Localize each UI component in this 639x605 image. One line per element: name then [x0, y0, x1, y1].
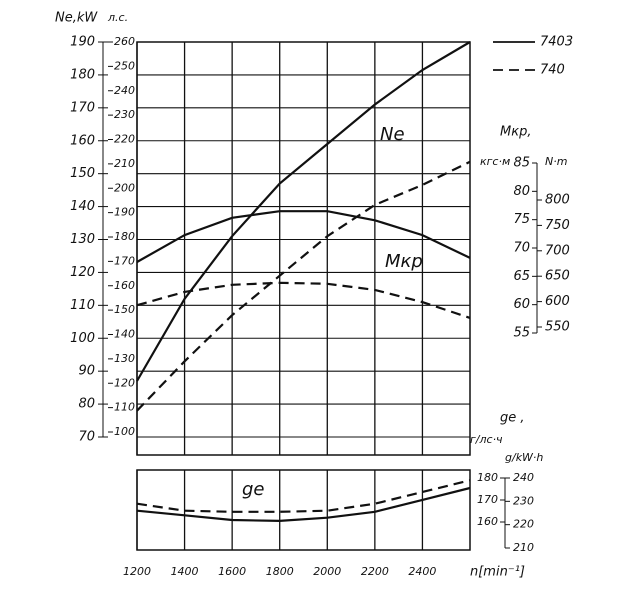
- y-tick-label: 140: [70, 199, 95, 214]
- curve-label: ge: [242, 479, 265, 500]
- y2-tick-label: 110: [114, 401, 135, 414]
- torque-unit-kgf: кгс·м: [480, 155, 510, 168]
- y-tick-label: 160: [70, 133, 95, 148]
- power-curve: [136, 160, 471, 412]
- x-tick-label: 2400: [408, 565, 436, 578]
- y2-tick-label: 240: [114, 84, 135, 97]
- y2-tick-label: 210: [114, 157, 135, 170]
- y-tick-label: 110: [70, 298, 95, 313]
- y-axis-label: Ne,kW: [55, 11, 98, 26]
- y-tick-label: 130: [70, 232, 95, 247]
- curve-label: Ne: [380, 124, 405, 145]
- curve-label: Mкр: [385, 251, 423, 272]
- y4-tick-label: 600: [545, 294, 570, 309]
- y2-tick-label: 200: [114, 181, 135, 194]
- fuel-axis-label: ge ,: [500, 411, 525, 426]
- y2-tick-label: 220: [114, 133, 135, 146]
- fuel-curve: [136, 486, 471, 523]
- y4-tick-label: 750: [545, 218, 570, 233]
- y3-tick-label: 65: [513, 269, 530, 284]
- y-tick-label: 70: [78, 430, 95, 445]
- x-axis-label: n[min⁻¹]: [470, 565, 525, 580]
- y6-tick-label: 230: [513, 494, 534, 507]
- y2-tick-label: 160: [114, 279, 135, 292]
- y-tick-label: 100: [70, 331, 95, 346]
- fuel-unit-hp: г/лс·ч: [470, 433, 503, 446]
- fuel-unit-kw: g/kW·h: [505, 451, 543, 464]
- torque-unit-nm: N·m: [545, 155, 567, 168]
- torque-curve: [136, 210, 471, 263]
- torque-curve: [136, 281, 471, 319]
- y2-tick-label: 190: [114, 206, 135, 219]
- x-tick-label: 1800: [266, 565, 294, 578]
- y6-tick-label: 220: [513, 518, 534, 531]
- y3-tick-label: 85: [513, 156, 530, 171]
- power-curve: [136, 41, 471, 382]
- legend-label: 740: [540, 63, 565, 78]
- y4-tick-label: 550: [545, 320, 570, 335]
- y5-tick-label: 180: [477, 471, 498, 484]
- y2-tick-label: 150: [114, 303, 135, 316]
- y2-tick-label: 120: [114, 376, 135, 389]
- y2-tick-label: 100: [114, 425, 135, 438]
- y-tick-label: 90: [78, 364, 95, 379]
- fuel-curve: [136, 479, 471, 513]
- y5-tick-label: 160: [477, 515, 498, 528]
- y2-tick-label: 130: [114, 352, 135, 365]
- y-tick-label: 170: [70, 100, 95, 115]
- y2-tick-label: 180: [114, 230, 135, 243]
- y6-tick-label: 240: [513, 471, 534, 484]
- y2-tick-label: 230: [114, 108, 135, 121]
- y2-tick-label: 250: [114, 59, 135, 72]
- torque-axis-label: Mкр,: [500, 125, 531, 140]
- y2-tick-label: 140: [114, 328, 135, 341]
- y3-tick-label: 75: [513, 212, 530, 227]
- y2-tick-label: 170: [114, 254, 135, 267]
- y3-tick-label: 80: [513, 184, 530, 199]
- x-tick-label: 1400: [171, 565, 199, 578]
- y-tick-label: 150: [70, 166, 95, 181]
- y-tick-label: 190: [70, 35, 95, 50]
- y4-tick-label: 800: [545, 193, 570, 208]
- y5-tick-label: 170: [477, 493, 498, 506]
- x-tick-label: 2000: [313, 565, 341, 578]
- y3-tick-label: 60: [513, 297, 530, 312]
- y-tick-label: 80: [78, 397, 95, 412]
- y3-tick-label: 55: [513, 326, 530, 341]
- y3-tick-label: 70: [513, 241, 530, 256]
- x-tick-label: 1600: [218, 565, 246, 578]
- y4-tick-label: 650: [545, 269, 570, 284]
- y4-tick-label: 700: [545, 243, 570, 258]
- y-tick-label: 180: [70, 67, 95, 82]
- legend-label: 7403: [540, 35, 573, 50]
- y-tick-label: 120: [70, 265, 95, 280]
- y6-tick-label: 210: [513, 541, 534, 554]
- x-tick-label: 2200: [361, 565, 389, 578]
- x-tick-label: 1200: [123, 565, 151, 578]
- y2-axis-label: л.с.: [107, 11, 128, 24]
- y2-tick-label: 260: [114, 35, 135, 48]
